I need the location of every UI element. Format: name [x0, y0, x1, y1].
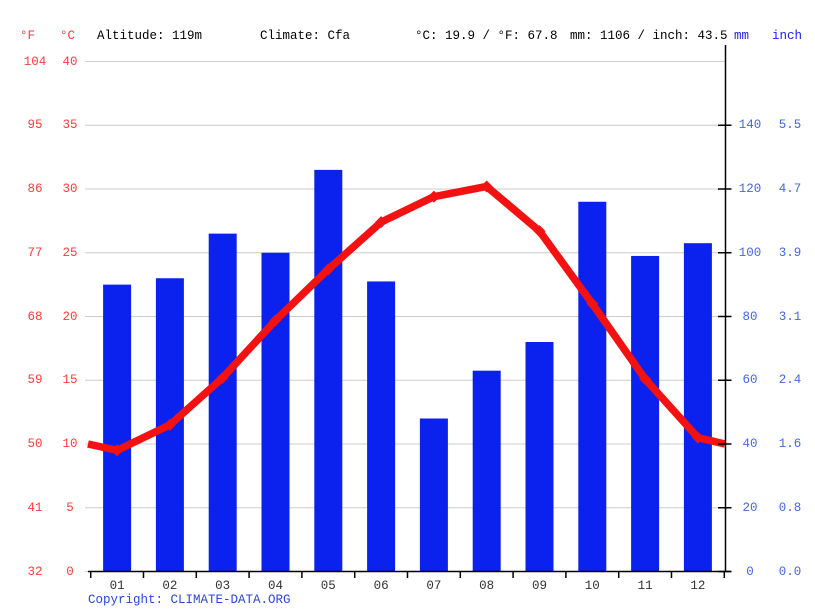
temp-point-08 [480, 180, 493, 193]
precip-bar-11 [631, 255, 660, 572]
left-axis-f-label-68: 68 [27, 309, 43, 324]
left-axis-c-label-30: 30 [62, 182, 78, 196]
left-axis-f-label-86: 86 [27, 182, 43, 196]
month-label-08: 08 [479, 579, 495, 593]
month-label-10: 10 [584, 579, 600, 593]
left-axis-c-label-0: 0 [66, 564, 74, 579]
month-label-05: 05 [320, 579, 336, 593]
header-fahrenheit-unit: °F [20, 29, 36, 43]
copyright-link[interactable]: CLIMATE-DATA.ORG [170, 593, 291, 607]
right-axis-mm-label-120: 120 [738, 182, 762, 196]
temp-point-03 [216, 371, 229, 384]
month-label-02: 02 [162, 579, 178, 593]
right-axis-mm-label-100: 100 [738, 245, 762, 260]
copyright-prefix: Copyright: [88, 593, 171, 607]
right-axis-mm-label-60: 60 [742, 373, 758, 388]
precip-bar-07 [419, 418, 448, 572]
header-altitude: Altitude: 119m [97, 29, 203, 43]
temperature-line [87, 182, 726, 455]
left-axis-f-label-104: 104 [23, 54, 47, 69]
left-axis-f-label-50: 50 [27, 437, 43, 451]
month-label-03: 03 [215, 579, 231, 593]
left-axis-f-label-59: 59 [27, 373, 43, 388]
precip-bar-01 [103, 284, 132, 572]
temp-point-04 [269, 314, 282, 327]
precip-bar-05 [314, 169, 343, 572]
right-axis-mm-label-0: 0 [746, 564, 754, 579]
right-axis-mm-label-140: 140 [738, 118, 762, 133]
left-axis-f-label-95: 95 [27, 118, 43, 133]
header-celsius-unit: °C [60, 29, 76, 43]
left-axis-f-label-77: 77 [27, 245, 43, 260]
left-axis-f-label-32: 32 [27, 564, 43, 579]
precip-bar-04 [261, 252, 290, 572]
header-mm-unit: mm [734, 29, 750, 43]
temp-point-12 [691, 431, 704, 444]
left-axis-c-label-40: 40 [62, 54, 78, 69]
precip-bar-03 [208, 233, 237, 572]
temp-point-01 [111, 444, 124, 457]
header-inch-unit: inch [772, 29, 803, 43]
left-axis-f-label-41: 41 [27, 500, 43, 515]
right-axis-inch-label-2.4: 2.4 [778, 373, 802, 388]
precip-bar-08 [472, 370, 501, 572]
precip-bar-06 [367, 281, 396, 572]
temp-point-11 [639, 372, 652, 385]
right-axis-inch-label-1.6: 1.6 [778, 437, 802, 451]
month-label-01: 01 [109, 579, 125, 593]
left-axis-c-label-5: 5 [66, 500, 74, 515]
temp-point-07 [427, 190, 440, 203]
temp-point-06 [375, 216, 388, 229]
right-axis-mm-label-40: 40 [742, 437, 758, 451]
precip-bar-09 [525, 342, 554, 572]
left-axis-c-label-10: 10 [62, 437, 78, 451]
month-label-07: 07 [426, 579, 442, 593]
right-axis-inch-label-0.0: 0.0 [778, 564, 802, 579]
temp-point-10 [586, 297, 599, 310]
right-axis-inch-label-4.7: 4.7 [778, 182, 802, 196]
copyright-line: Copyright: CLIMATE-DATA.ORG [88, 593, 291, 607]
precip-bar-10 [578, 201, 607, 572]
right-axis-inch-label-5.5: 5.5 [778, 118, 802, 133]
left-axis-c-label-35: 35 [62, 118, 78, 133]
left-axis-c-label-15: 15 [62, 373, 78, 388]
left-axis-c-label-20: 20 [62, 309, 78, 324]
right-axis-mm-label-80: 80 [742, 309, 758, 324]
month-label-06: 06 [373, 579, 389, 593]
precip-bar-12 [683, 243, 712, 572]
header-climate-class: Climate: Cfa [260, 29, 351, 43]
header-avg-temperature: °C: 19.9 / °F: 67.8 [415, 29, 558, 43]
header-total-precipitation: mm: 1106 / inch: 43.5 [570, 29, 728, 43]
month-label-09: 09 [531, 579, 547, 593]
left-axis-c-label-25: 25 [62, 245, 78, 260]
temp-point-05 [322, 263, 335, 276]
month-label-11: 11 [637, 579, 653, 593]
temp-point-09 [533, 225, 546, 238]
right-axis-inch-label-3.9: 3.9 [778, 245, 802, 260]
right-axis-inch-label-0.8: 0.8 [778, 500, 802, 515]
right-axis-inch-label-3.1: 3.1 [778, 309, 802, 324]
temp-point-02 [163, 418, 176, 431]
month-label-04: 04 [267, 579, 283, 593]
right-axis-mm-label-20: 20 [742, 500, 758, 515]
month-label-12: 12 [690, 579, 706, 593]
